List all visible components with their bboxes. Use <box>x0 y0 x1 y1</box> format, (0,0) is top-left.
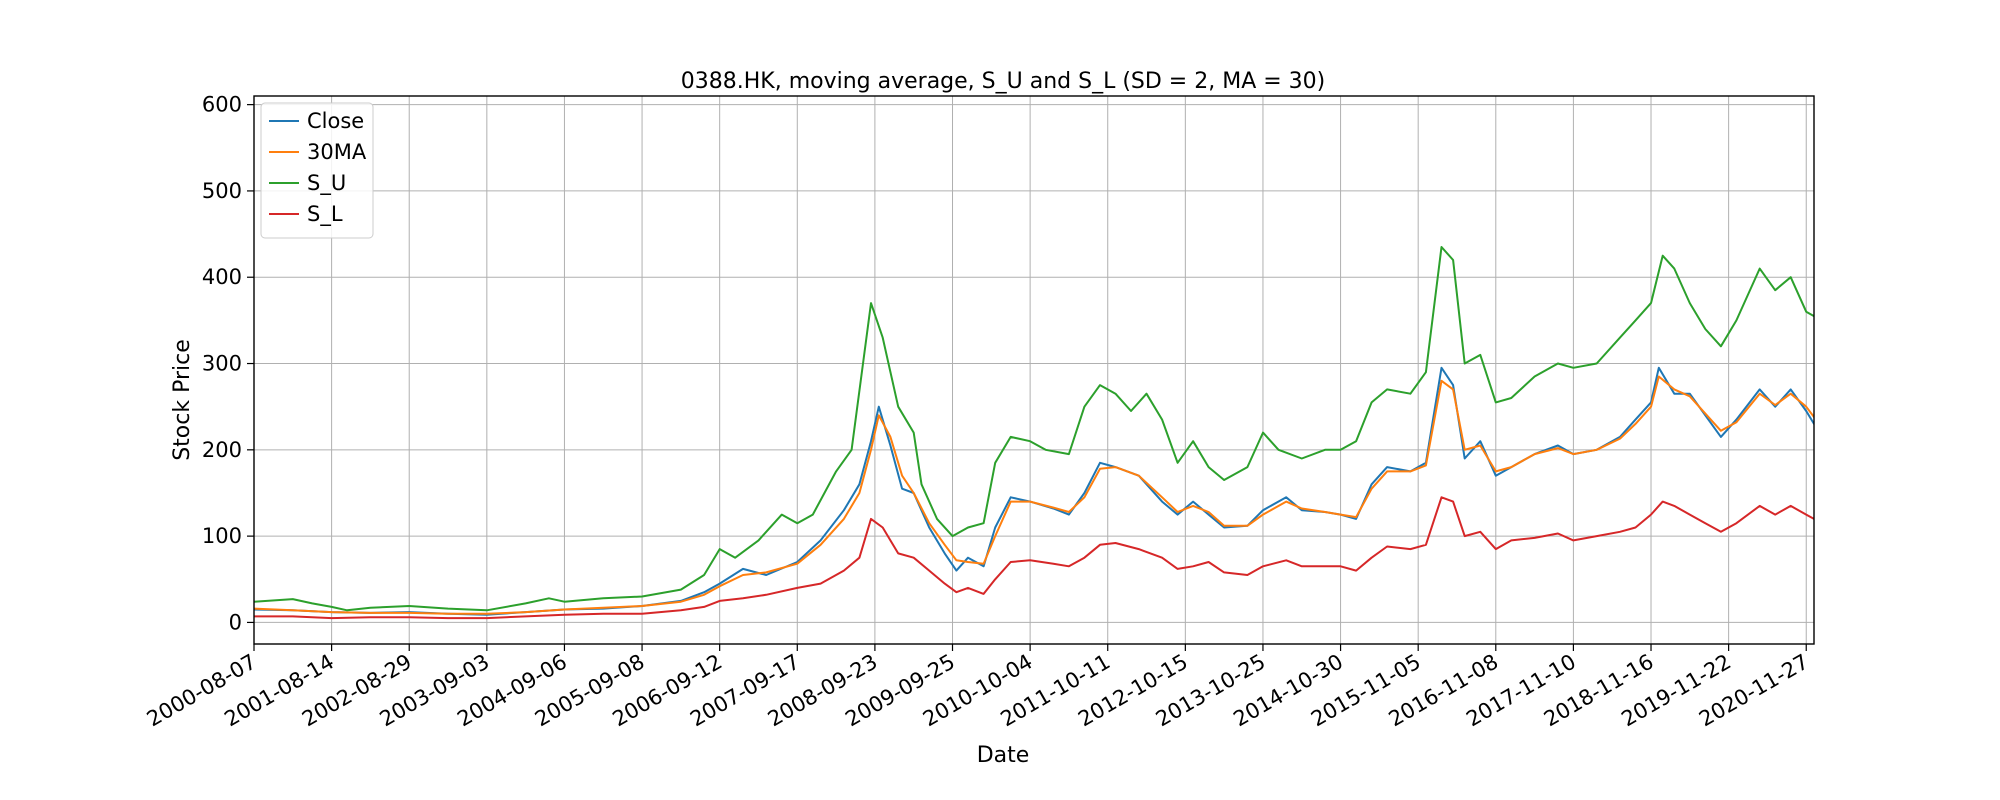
legend-entry: S_U <box>307 171 346 196</box>
legend-entry: 30MA <box>307 140 367 164</box>
series-line-s_u <box>254 246 1814 612</box>
legend-box <box>260 102 374 239</box>
y-tick-label: 300 <box>202 352 242 376</box>
plot-lines <box>254 246 1814 620</box>
y-axis-label: Stock Price <box>170 339 195 461</box>
chart-title: 0388.HK, moving average, S_U and S_L (SD… <box>681 69 1326 94</box>
series-line-s_l <box>254 496 1814 620</box>
y-tick-label: 200 <box>202 438 242 462</box>
y-tick-label: 100 <box>202 524 242 548</box>
y-tick-label: 0 <box>229 610 242 634</box>
legend: Close 30MA S_U S_L <box>260 102 374 239</box>
y-tick-label: 500 <box>202 179 242 203</box>
series-line-30ma <box>254 375 1814 615</box>
y-tick-label: 400 <box>202 265 242 289</box>
legend-entry: S_L <box>307 202 343 227</box>
plot-frame <box>253 95 1815 645</box>
y-tick-label: 600 <box>202 93 242 117</box>
x-axis-label: Date <box>977 743 1030 768</box>
legend-entry: Close <box>307 109 364 133</box>
series-line-close <box>254 366 1814 616</box>
